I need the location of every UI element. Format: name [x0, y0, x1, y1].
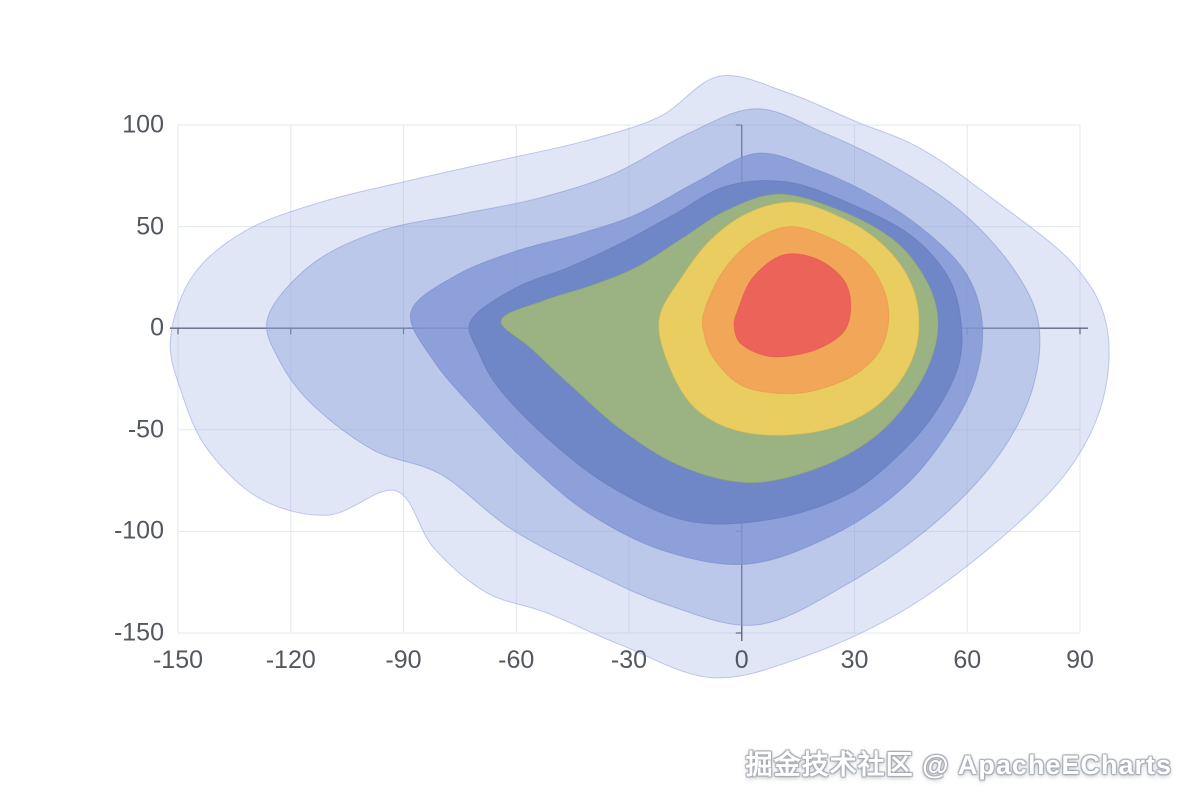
watermark-text: 掘金技术社区 @ ApacheECharts: [745, 750, 1172, 780]
density-level-8: [733, 253, 852, 358]
